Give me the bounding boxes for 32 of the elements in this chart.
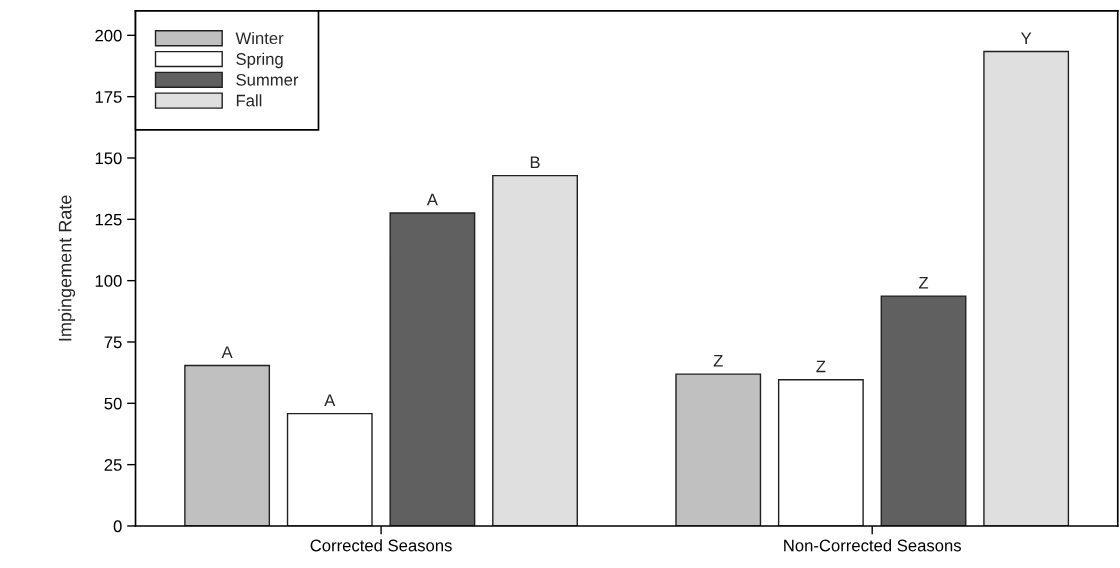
data-label: B <box>530 156 540 169</box>
bar <box>983 50 1070 526</box>
bar <box>389 212 476 526</box>
legend-label: Fall <box>236 94 262 107</box>
data-label: A <box>324 394 336 406</box>
bar <box>880 295 967 526</box>
data-label: Z <box>816 360 826 373</box>
data-label: A <box>221 346 233 358</box>
y-tick-label: 100 <box>95 275 122 287</box>
y-axis-title: Impingement Rate <box>58 195 76 341</box>
y-tick-label: 0 <box>113 520 122 533</box>
legend-label: Winter <box>235 31 284 45</box>
bar <box>777 379 864 526</box>
y-tick-label: 75 <box>104 336 122 349</box>
bar <box>675 373 762 526</box>
bar <box>492 174 578 526</box>
data-label: Y <box>1020 32 1032 44</box>
x-tick-label: Non-Corrected Seasons <box>784 539 961 552</box>
data-label: Z <box>918 277 929 289</box>
legend-label: Spring <box>236 52 283 69</box>
y-tick-label: 175 <box>95 91 122 103</box>
bar <box>286 412 373 526</box>
bar <box>184 364 271 526</box>
y-tick-label: 25 <box>104 459 122 471</box>
y-tick-label: 125 <box>95 213 122 226</box>
y-tick-label: 150 <box>95 152 122 165</box>
x-tick-label: Corrected Seasons <box>310 539 452 552</box>
legend-label: Summer <box>236 73 299 86</box>
y-tick-label: 200 <box>95 29 122 42</box>
y-tick-label: 50 <box>104 397 122 410</box>
data-label: A <box>426 193 438 206</box>
data-label: Z <box>713 355 723 367</box>
